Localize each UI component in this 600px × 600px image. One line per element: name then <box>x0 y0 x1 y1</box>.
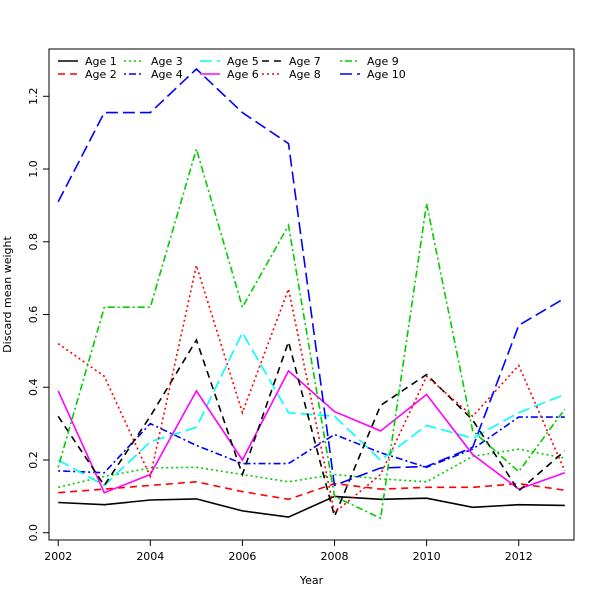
series-line-age-4 <box>58 416 565 474</box>
x-tick-label: 2010 <box>413 550 441 563</box>
series-line-age-6 <box>57 369 566 494</box>
legend-label: Age 8 <box>289 68 321 81</box>
x-tick-label: 2002 <box>44 550 72 563</box>
legend-label: Age 6 <box>227 68 259 81</box>
legend-item-age-7: Age 7 <box>262 55 321 68</box>
y-tick-label: 0.4 <box>27 378 40 396</box>
legend-label: Age 7 <box>289 55 321 68</box>
legend-label: Age 1 <box>85 55 117 68</box>
legend-item-age-1: Age 1 <box>58 55 117 68</box>
legend-item-age-4: Age 4 <box>124 68 183 81</box>
legend-label: Age 9 <box>367 55 399 68</box>
legend-label: Age 3 <box>151 55 183 68</box>
series-line-age-5 <box>57 330 566 487</box>
plot-frame <box>48 48 575 541</box>
legend-item-age-10: Age 10 <box>340 68 406 81</box>
y-axis: 0.0 0.2 0.4 0.6 0.8 1.0 1.2 <box>27 88 49 542</box>
legend-item-age-6: Age 6 <box>200 68 259 81</box>
series-line-age-8 <box>57 262 566 515</box>
series-line-age-10 <box>57 67 566 487</box>
y-tick-label: 1.0 <box>27 160 40 178</box>
x-tick-label: 2012 <box>505 550 533 563</box>
y-tick-label: 1.2 <box>27 88 40 106</box>
legend-item-age-8: Age 8 <box>262 68 321 81</box>
legend-label: Age 10 <box>367 68 406 81</box>
x-tick-label: 2004 <box>136 550 164 563</box>
legend-label: Age 2 <box>85 68 117 81</box>
y-axis-title: Discard mean weight <box>1 236 14 353</box>
legend-label: Age 4 <box>151 68 183 81</box>
legend-item-age-9: Age 9 <box>340 55 399 68</box>
series-line-age-2 <box>58 480 565 501</box>
x-axis: 2002 2004 2006 2008 2010 2012 <box>44 540 533 563</box>
series-line-age-1 <box>58 495 565 518</box>
y-tick-label: 0.6 <box>27 306 40 324</box>
x-tick-label: 2006 <box>228 550 256 563</box>
series-layer <box>57 67 566 520</box>
legend-item-age-3: Age 3 <box>124 55 183 68</box>
series-line-age-7 <box>57 338 566 519</box>
legend-item-age-5: Age 5 <box>200 55 259 68</box>
y-tick-label: 0.2 <box>27 451 40 469</box>
legend-label: Age 5 <box>227 55 259 68</box>
series-line-age-3 <box>58 448 565 489</box>
x-axis-title: Year <box>299 574 324 587</box>
y-tick-label: 0.0 <box>27 524 40 542</box>
legend-item-age-2: Age 2 <box>58 68 117 81</box>
x-tick-label: 2008 <box>321 550 349 563</box>
series-line-age-9 <box>57 146 566 520</box>
y-tick-label: 0.8 <box>27 233 40 251</box>
